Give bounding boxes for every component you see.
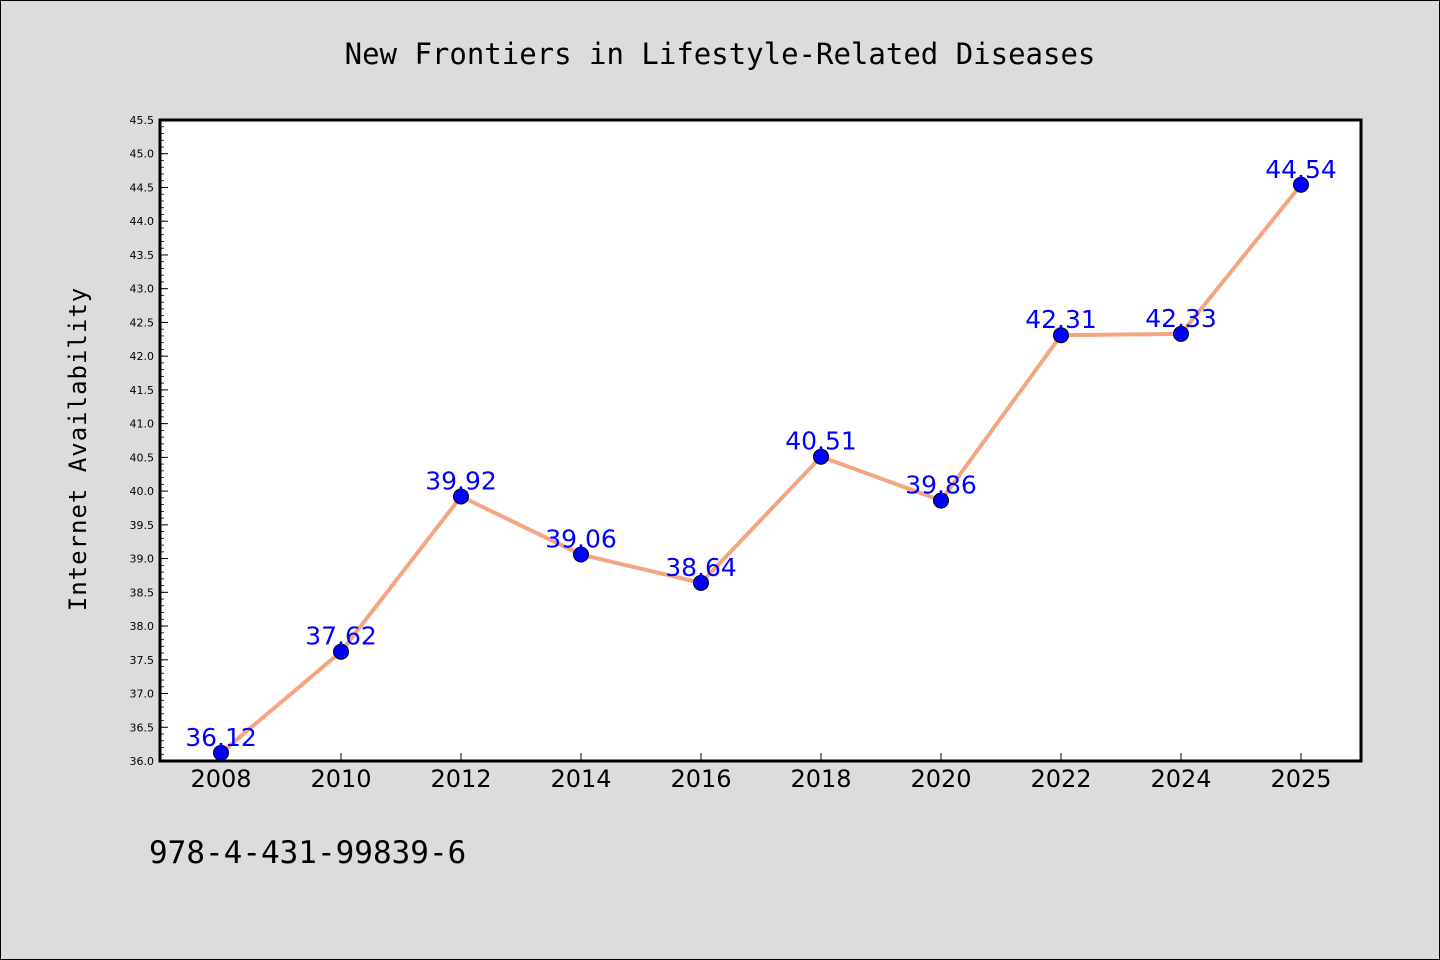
data-label: 44.54 bbox=[1265, 155, 1337, 184]
x-tick-label: 2018 bbox=[790, 765, 851, 793]
y-tick-label: 37.0 bbox=[130, 688, 155, 701]
y-tick-label: 37.5 bbox=[130, 654, 155, 667]
y-tick-label: 38.5 bbox=[130, 586, 155, 599]
y-tick-label: 40.5 bbox=[130, 451, 155, 464]
x-axis-ticks: 2008 2010 2012 2014 2016 2018 2020 2022 2024 2025 bbox=[190, 753, 1332, 793]
data-label: 36.12 bbox=[185, 723, 257, 752]
x-tick-label: 2008 bbox=[190, 765, 251, 793]
series: 36.12 37.62 39.92 39.06 38.64 40.51 39.86 42.31… bbox=[185, 155, 1337, 761]
data-label: 39.86 bbox=[905, 471, 977, 500]
x-tick-label: 2012 bbox=[430, 765, 491, 793]
y-tick-label: 42.0 bbox=[130, 350, 155, 363]
y-tick-label: 38.0 bbox=[130, 620, 155, 633]
data-label: 39.06 bbox=[545, 525, 617, 554]
x-tick-label: 2016 bbox=[670, 765, 731, 793]
footnote-isbn: 978-4-431-99839-6 bbox=[149, 835, 467, 871]
data-point bbox=[1293, 176, 1309, 193]
x-tick-label: 2024 bbox=[1150, 765, 1211, 793]
y-tick-label: 36.0 bbox=[130, 755, 155, 768]
y-tick-label: 41.0 bbox=[130, 418, 155, 431]
series-line bbox=[219, 183, 1303, 755]
data-point bbox=[813, 448, 829, 465]
y-tick-label: 44.0 bbox=[130, 215, 155, 228]
data-point bbox=[693, 574, 709, 591]
y-tick-label: 42.5 bbox=[130, 316, 155, 329]
y-tick-label: 44.5 bbox=[130, 181, 155, 194]
data-point bbox=[333, 643, 349, 660]
data-point bbox=[1053, 327, 1069, 344]
data-point bbox=[573, 546, 589, 563]
y-tick-label: 39.5 bbox=[130, 519, 155, 532]
y-tick-label: 39.0 bbox=[130, 553, 155, 566]
x-tick-label: 2020 bbox=[910, 765, 971, 793]
plot-area bbox=[158, 118, 1363, 763]
data-label: 40.51 bbox=[785, 427, 857, 456]
x-tick-label: 2014 bbox=[550, 765, 611, 793]
y-tick-label: 41.5 bbox=[130, 384, 155, 397]
data-label: 42.33 bbox=[1145, 304, 1217, 333]
chart-title: New Frontiers in Lifestyle-Related Disea… bbox=[345, 37, 1096, 71]
data-label: 38.64 bbox=[665, 553, 737, 582]
x-tick-label: 2025 bbox=[1270, 765, 1331, 793]
y-tick-label: 45.0 bbox=[130, 148, 155, 161]
x-tick-label: 2010 bbox=[310, 765, 371, 793]
y-tick-label: 45.5 bbox=[130, 114, 155, 127]
y-tick-label: 36.5 bbox=[130, 721, 155, 734]
x-tick-label: 2022 bbox=[1030, 765, 1091, 793]
data-label: 37.62 bbox=[305, 622, 377, 651]
data-point bbox=[453, 488, 469, 505]
data-label: 42.31 bbox=[1025, 305, 1097, 334]
data-point bbox=[933, 492, 949, 509]
data-label: 39.92 bbox=[425, 467, 497, 496]
y-tick-label: 43.0 bbox=[130, 283, 155, 296]
y-axis-label: Internet Availability bbox=[64, 287, 92, 611]
y-axis-ticks: 36.0 36.5 37.0 37.5 38.0 38.5 39.0 39.5 40.0 40.5… bbox=[130, 114, 168, 768]
y-tick-label: 43.5 bbox=[130, 249, 155, 262]
data-point bbox=[213, 744, 229, 761]
y-tick-label: 40.0 bbox=[130, 485, 155, 498]
data-point bbox=[1173, 325, 1189, 342]
